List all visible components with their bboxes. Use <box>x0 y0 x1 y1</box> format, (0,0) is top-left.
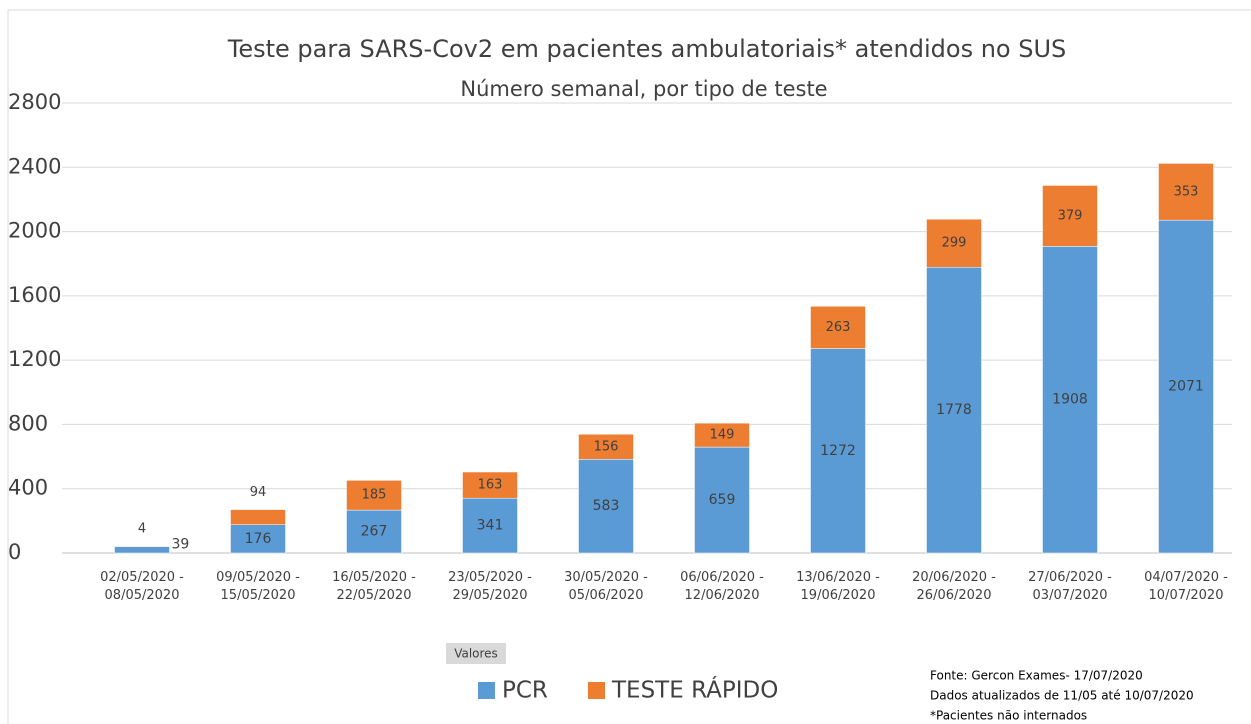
data-label: 659 <box>709 492 736 508</box>
data-label: 94 <box>250 485 267 500</box>
data-label: 1778 <box>936 402 972 418</box>
bar-segment <box>926 218 982 268</box>
bar-segment <box>114 546 170 554</box>
x-tick-label: 06/06/2020 -12/06/2020 <box>680 570 764 603</box>
bar-segment <box>694 422 750 448</box>
filter-button-label[interactable]: Valores <box>454 647 498 661</box>
y-tick-label: 800 <box>8 411 48 435</box>
data-label: 299 <box>942 236 967 251</box>
data-label: 379 <box>1058 208 1083 223</box>
bar-segment <box>578 459 634 554</box>
bar-segment <box>230 509 286 525</box>
x-tick-label: 09/05/2020 -15/05/2020 <box>216 570 300 603</box>
y-tick-label: 400 <box>8 476 48 500</box>
bar-segment <box>114 545 170 547</box>
data-label: 583 <box>593 498 620 514</box>
bar-segment <box>1158 163 1214 221</box>
x-tick-label: 16/05/2020 -22/05/2020 <box>332 570 416 603</box>
bar-segment <box>810 348 866 554</box>
legend-label: PCR <box>502 678 548 704</box>
bar-segment <box>462 497 518 554</box>
chart-border <box>7 9 1251 724</box>
y-tick-label: 1600 <box>8 283 61 307</box>
x-tick-label: 04/07/2020 -10/07/2020 <box>1144 570 1228 603</box>
y-tick-label: 2000 <box>8 219 61 243</box>
data-label: 39 <box>172 537 190 553</box>
legend-swatch <box>478 682 495 699</box>
x-tick-label: 20/06/2020 -26/06/2020 <box>912 570 996 603</box>
y-tick-label: 2400 <box>8 154 61 178</box>
data-label: 156 <box>594 439 619 454</box>
note: Fonte: Gercon Exames- 17/07/2020 <box>930 669 1143 683</box>
x-tick-label: 27/06/2020 -03/07/2020 <box>1028 570 1112 603</box>
x-tick-label: 13/06/2020 -19/06/2020 <box>796 570 880 603</box>
bar-segment <box>462 471 518 499</box>
note: *Pacientes não internados <box>930 709 1087 723</box>
data-label: 2071 <box>1168 379 1204 395</box>
bar-segment <box>1042 246 1098 554</box>
chart-subtitle: Número semanal, por tipo de teste <box>460 77 827 101</box>
bar-segment <box>810 306 866 349</box>
bar-segment <box>230 524 286 554</box>
bar-segment <box>1042 185 1098 247</box>
bar-segment <box>926 267 982 554</box>
chart-title: Teste para SARS-Cov2 em pacientes ambula… <box>227 35 1067 63</box>
legend-label: TESTE RÁPIDO <box>611 676 778 704</box>
x-tick-label: 23/05/2020 -29/05/2020 <box>448 570 532 603</box>
data-label: 341 <box>477 518 504 534</box>
bar-segment <box>578 433 634 460</box>
data-label: 1908 <box>1052 392 1088 408</box>
x-tick-label: 30/05/2020 -05/06/2020 <box>564 570 648 603</box>
data-label: 1272 <box>820 443 856 459</box>
data-label: 185 <box>362 488 387 503</box>
data-label: 149 <box>710 428 735 443</box>
bar-segment <box>694 446 750 554</box>
y-tick-label: 2800 <box>8 90 61 114</box>
bar-segment <box>346 480 402 511</box>
note: Dados atualizados de 11/05 até 10/07/202… <box>930 689 1194 703</box>
bar-segment <box>346 509 402 554</box>
x-tick-label: 02/05/2020 -08/05/2020 <box>100 570 184 603</box>
y-tick-label: 0 <box>8 540 21 564</box>
bar-segment <box>1158 219 1214 554</box>
data-label: 263 <box>826 320 851 335</box>
data-label: 4 <box>138 522 146 537</box>
data-label: 176 <box>245 531 272 547</box>
data-label: 353 <box>1174 184 1199 199</box>
data-label: 163 <box>478 478 503 493</box>
data-label: 267 <box>361 524 388 540</box>
filter-button[interactable] <box>446 643 506 664</box>
legend-swatch <box>588 682 605 699</box>
y-tick-label: 1200 <box>8 347 61 371</box>
